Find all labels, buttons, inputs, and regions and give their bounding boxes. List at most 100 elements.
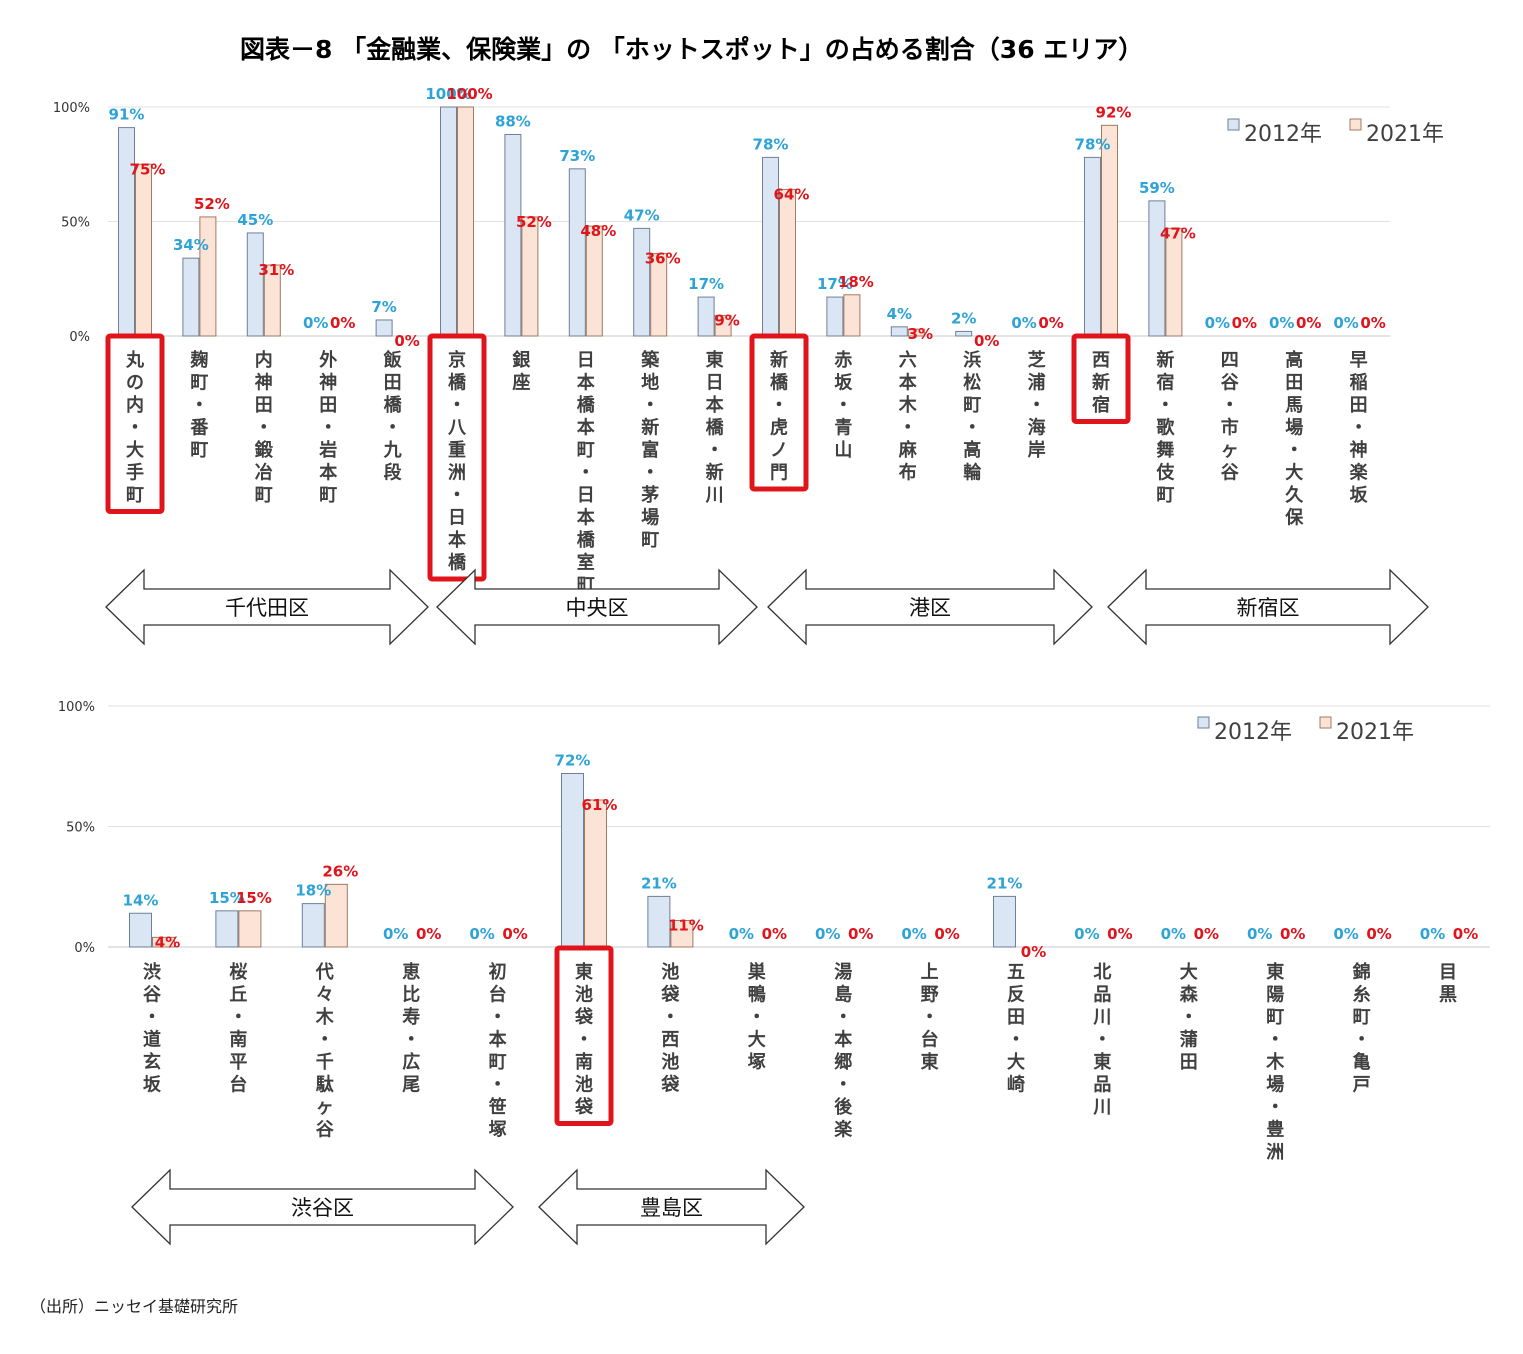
figure-title: 図表－8 「金融業、保険業」の 「ホットスポット」の占める割合（36 エリア） [240,35,1143,64]
category-label: 上野・台東 [921,962,939,1073]
bar-2021 [584,799,607,948]
category-label: 銀座 [512,349,530,394]
value-label-2021: 0% [1280,925,1305,943]
category-label: 桜丘・南平台 [229,961,247,1096]
category-label: 五反田・大崎 [1007,962,1025,1096]
value-label-2012: 0% [383,925,408,943]
value-label-2021: 92% [1096,103,1132,121]
category-label: 麹町・番町 [189,349,209,461]
value-label-2021: 9% [714,311,739,329]
value-label-2021: 0% [1038,314,1063,332]
highlight-box [427,333,487,582]
value-label-2012: 100% [425,85,471,103]
ward-label: 豊島区 [640,1196,703,1220]
highlight-box [749,333,809,492]
bar-2021 [238,910,262,948]
value-label-2021: 36% [645,250,681,268]
category-label: 丸の内・大手町 [125,350,145,506]
category-label: 内神田・鍛冶町 [255,349,274,506]
value-label-2021: 4% [155,933,180,951]
legend-swatch-2021 [1319,716,1332,729]
value-label-2021: 31% [258,261,294,279]
value-label-2012: 59% [1139,179,1175,197]
value-label-2021: 0% [1232,314,1257,332]
bar-2012 [1084,156,1101,337]
category-label: 四谷・市ヶ谷 [1221,350,1240,484]
bar-2021 [779,188,796,337]
highlight-box [105,333,165,514]
bar-2021 [585,225,603,337]
value-label-2021: 0% [502,925,527,943]
bar-2012 [955,330,973,337]
bar-2021 [263,264,281,337]
bar-2021 [1165,227,1183,337]
value-label-2012: 0% [815,925,840,943]
value-label-2012: 0% [1269,314,1294,332]
bar-2012 [129,912,152,948]
value-label-2012: 17% [688,275,724,293]
category-label: 巣鴨・大塚 [747,961,767,1073]
ward-arrow [436,568,758,646]
value-label-2021: 0% [1021,943,1046,961]
category-label: 東池袋・南池袋 [574,961,594,1118]
ward-label: 新宿区 [1237,596,1300,620]
bar-2012 [561,772,584,948]
value-label-2021: 64% [774,185,810,203]
bar-2012 [647,895,671,948]
bar-2021 [843,294,861,337]
category-label: 大森・蒲田 [1180,961,1199,1073]
bar-2012 [1148,200,1166,337]
legend-label-2012: 2012年 [1244,122,1322,147]
category-label: 高田馬場・大久保 [1284,349,1304,529]
legend-swatch-2012 [1227,118,1240,131]
value-label-2021: 61% [582,796,618,814]
value-label-2012: 45% [237,211,273,229]
bar-2012 [215,910,239,948]
category-label: 新橋・虎ノ門 [770,349,789,484]
y-tick-label: 0% [74,941,95,956]
bar-2012 [440,106,457,337]
value-label-2021: 100% [446,85,492,103]
value-label-2021: 0% [330,314,355,332]
bar-2012 [568,168,586,337]
value-label-2012: 47% [624,206,660,224]
category-label: 築地・新富・茅場町 [640,349,660,551]
bar-2012 [375,319,393,337]
bar-2012 [246,232,264,337]
value-label-2021: 11% [668,916,704,934]
value-label-2012: 0% [1333,314,1358,332]
y-tick-label: 0% [69,330,90,345]
value-label-2021: 0% [762,925,787,943]
ward-arrow [767,568,1093,646]
ward-label: 中央区 [566,596,629,620]
value-label-2012: 0% [1011,314,1036,332]
category-label: 東日本橋・新川 [705,349,725,506]
legend-swatch-2012 [1197,716,1210,729]
value-label-2021: 0% [1194,925,1219,943]
bar-2021 [457,106,474,337]
bar-2012 [762,156,779,337]
category-label: 池袋・西池袋 [660,961,680,1096]
value-label-2012: 0% [1205,314,1230,332]
category-label: 東陽町・木場・豊洲 [1265,961,1285,1163]
category-label: 京橋・八重洲・日本橋 [448,349,467,574]
category-label: 日本橋本町・日本橋室町 [577,350,596,596]
value-label-2021: 3% [908,325,933,343]
value-label-2012: 17% [817,275,853,293]
ward-label: 千代田区 [225,596,309,620]
y-tick-label: 50% [66,821,95,836]
category-label: 芝浦・海岸 [1028,349,1046,461]
value-label-2012: 78% [753,135,789,153]
value-label-2021: 0% [1366,925,1391,943]
value-label-2012: 72% [555,751,591,769]
value-label-2012: 0% [729,925,754,943]
value-label-2012: 7% [371,298,396,316]
category-label: 渋谷・道玄坂 [143,961,162,1096]
ward-label: 渋谷区 [291,1196,354,1220]
bar-2012 [697,296,715,337]
bar-2021 [521,216,539,337]
value-label-2021: 48% [580,222,616,240]
bar-2012 [118,127,135,337]
value-label-2012: 0% [1420,925,1445,943]
